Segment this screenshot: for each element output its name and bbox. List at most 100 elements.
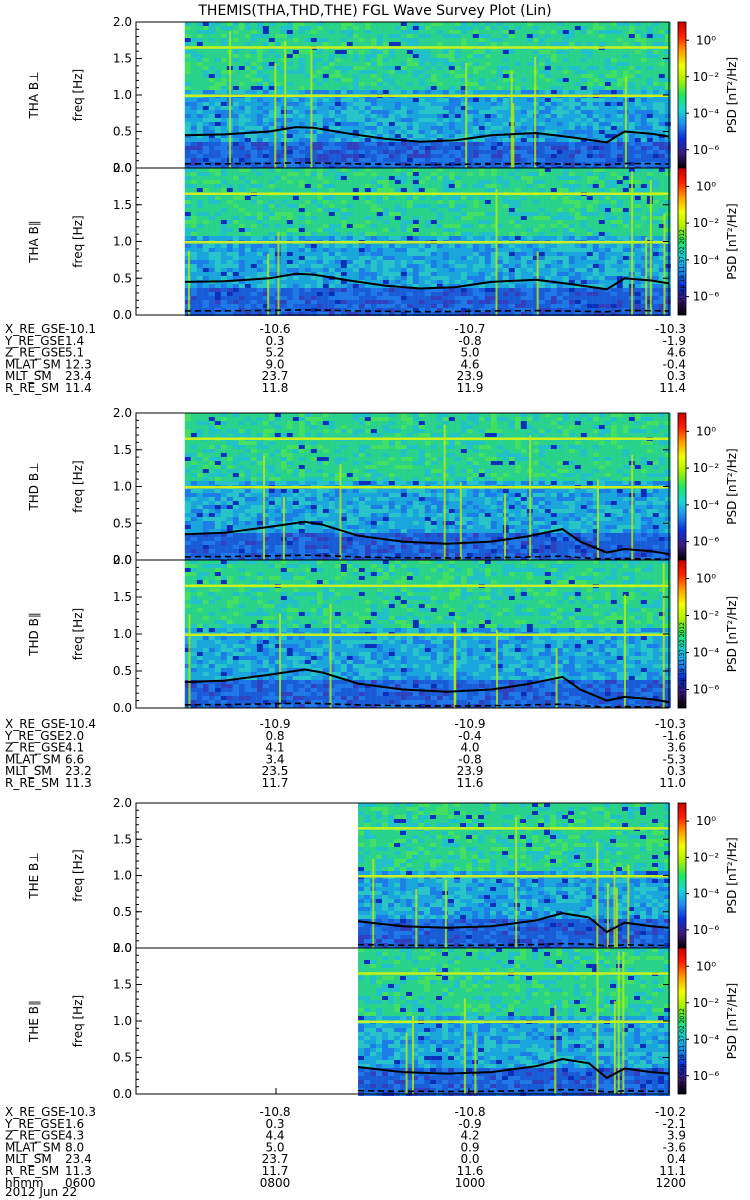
y-tick-label: 1.5: [113, 443, 132, 457]
ephemeris-value: -10.8: [454, 1105, 485, 1119]
ephemeris-value: 12.3: [65, 357, 92, 371]
ephemeris-value: -3.6: [663, 1140, 686, 1154]
ephemeris-row-label: R_RE_SM: [5, 1164, 59, 1178]
ephemeris-value: 0.3: [265, 1117, 284, 1131]
ephemeris-value: 0600: [65, 1176, 96, 1190]
spectrogram-panel: 2.0 1.5 1.0 0.5 0.0 THA B∥ freq [Hz] 10⁰ 10⁻² 10⁻…: [27, 161, 739, 322]
colorbar-tick-label: 10⁻²: [693, 996, 720, 1010]
y-tick-label: 1.0: [113, 480, 132, 494]
ephemeris-value: 11.3: [65, 776, 92, 790]
generation-stamp: Wed Sep 19 11:37:02 2012: [679, 229, 686, 311]
panels: 2.0 1.5 1.0 0.5 0.0 THA B⊥ freq [Hz] 10⁰ 10⁻² 10⁻…: [27, 15, 739, 1101]
ion-gyrofrequency-line: [184, 668, 670, 704]
spectrogram-panel: 2.0 1.5 1.0 0.5 0.0 THE B⊥ freq [Hz] 10⁰ 10⁻² 10⁻…: [27, 796, 739, 955]
colorbar-tick-label: 10⁻⁶: [693, 535, 720, 549]
ephemeris-value: -10.7: [454, 322, 485, 336]
ephemeris-value: 4.6: [667, 346, 686, 360]
y-axis-unit-label: freq [Hz]: [71, 69, 85, 121]
oxygen-gyrofrequency-line: [358, 1088, 670, 1093]
colorbar-tick-label: 10⁻⁶: [693, 683, 720, 697]
ephemeris-value: 4.2: [460, 1129, 479, 1143]
ephemeris-value: 1.6: [65, 1117, 84, 1131]
colorbar-tick-label: 10⁰: [696, 33, 716, 47]
y-tick-label: 1.0: [113, 869, 132, 883]
ephemeris-row-label: Y_RE_GSE: [4, 334, 65, 348]
y-tick-label: 0.0: [113, 701, 132, 715]
ephemeris-value: -5.3: [663, 752, 686, 766]
ephemeris-value: 11.0: [659, 776, 686, 790]
ion-gyrofrequency-line: [184, 272, 670, 291]
spectrogram-panel: 2.0 1.5 1.0 0.5 0.0 THE B∥ freq [Hz] 10⁰ 10⁻² 10⁻…: [27, 941, 739, 1101]
colorbar-tick-label: 10⁻⁴: [693, 498, 720, 512]
colorbar-label: PSD [nT²/Hz]: [725, 57, 739, 133]
colorbar: 10⁰ 10⁻² 10⁻⁴ 10⁻⁶ PSD [nT²/Hz]: [677, 802, 739, 949]
y-tick-label: 1.0: [113, 88, 132, 102]
ephemeris-row-label: R_RE_SM: [5, 776, 59, 790]
ephemeris-value: 0.3: [667, 369, 686, 383]
ephemeris-value: 11.4: [65, 381, 92, 395]
ephemeris-value: 11.6: [457, 1164, 484, 1178]
ephemeris-value: 4.3: [65, 1129, 84, 1143]
colorbar-label: PSD [nT²/Hz]: [725, 983, 739, 1059]
ephemeris-value: 5.2: [265, 346, 284, 360]
ephemeris-value: 0.8: [265, 729, 284, 743]
ephemeris-value: -10.4: [65, 717, 96, 731]
ephemeris-value: -1.6: [663, 729, 686, 743]
ephemeris-value: 0.3: [265, 334, 284, 348]
y-tick-label: 0.5: [113, 271, 132, 285]
ephemeris-value: -2.1: [663, 1117, 686, 1131]
ephemeris-value: -0.8: [458, 752, 481, 766]
colorbar-tick-label: 10⁻⁶: [693, 290, 720, 304]
colorbar-tick-label: 10⁻⁶: [693, 143, 720, 157]
ephemeris-value: 11.4: [659, 381, 686, 395]
ephemeris-row-label: X_RE_GSE: [5, 1105, 66, 1119]
y-axis-probe-label: THA B∥: [27, 220, 41, 264]
ephemeris-value: 11.9: [457, 381, 484, 395]
y-tick-label: 0.0: [113, 1087, 132, 1101]
ephemeris-value: 11.3: [65, 1164, 92, 1178]
ephemeris-value: -0.4: [663, 357, 686, 371]
colorbar-tick-label: 10⁻⁶: [693, 923, 720, 937]
y-tick-label: 1.0: [113, 1014, 132, 1028]
y-tick-label: 0.0: [113, 553, 132, 567]
ephemeris-row-label: MLAT_SM: [5, 1140, 61, 1154]
y-axis-probe-label: THE B⊥: [27, 852, 41, 899]
ephemeris-value: 3.9: [667, 1129, 686, 1143]
y-tick-label: 1.0: [113, 235, 132, 249]
ephemeris-value: 11.8: [262, 381, 289, 395]
spectrogram-panel: 2.0 1.5 1.0 0.5 0.0 THD B⊥ freq [Hz] 10⁰ 10⁻² 10⁻…: [27, 406, 739, 567]
colorbar-tick-label: 10⁻⁴: [693, 253, 720, 267]
y-tick-label: 0.5: [113, 1051, 132, 1065]
ion-gyrofrequency-line: [357, 1057, 670, 1080]
ephemeris-value: 6.6: [65, 752, 84, 766]
y-tick-label: 0.5: [113, 125, 132, 139]
ephemeris-value: 11.1: [659, 1164, 686, 1178]
ephemeris-value: -10.9: [259, 717, 290, 731]
spectrogram-panel: 2.0 1.5 1.0 0.5 0.0 THA B⊥ freq [Hz] 10⁰ 10⁻² 10⁻…: [27, 15, 739, 175]
date-label: 2012 Jun 22: [5, 1185, 77, 1199]
y-axis-unit-label: freq [Hz]: [71, 608, 85, 660]
ephemeris-value: 5.0: [265, 1140, 284, 1154]
ephemeris-value: 23.9: [457, 764, 484, 778]
ephemeris-value: -10.1: [65, 322, 96, 336]
ephemeris-value: 5.1: [65, 346, 84, 360]
ephemeris-value: 3.4: [265, 752, 284, 766]
ephemeris-table: X_RE_GSE -10.4 -10.9 -10.9 -10.3 Y_RE_GSE 2.0 0…: [4, 702, 686, 790]
ephemeris-value: -10.6: [259, 322, 290, 336]
colorbar-label: PSD [nT²/Hz]: [725, 837, 739, 913]
ephemeris-value: -0.8: [458, 334, 481, 348]
colorbar-label: PSD [nT²/Hz]: [725, 203, 739, 279]
ephemeris-value: 4.0: [460, 741, 479, 755]
colorbar-tick-label: 10⁻⁴: [693, 1032, 720, 1046]
ephemeris-row-label: Y_RE_GSE: [4, 729, 65, 743]
y-axis-probe-label: THD B⊥: [27, 462, 41, 511]
ephemeris-value: -10.3: [655, 322, 686, 336]
ephemeris-table: X_RE_GSE -10.3 -10.8 -10.8 -10.2 Y_RE_GSE 1.6 0…: [4, 1088, 686, 1190]
ephemeris-value: 4.1: [265, 741, 284, 755]
ephemeris-row-label: X_RE_GSE: [5, 717, 66, 731]
generation-stamp: Wed Sep 19 11:37:02 2012: [679, 1008, 686, 1090]
ephemeris-value: 11.7: [262, 1164, 289, 1178]
ephemeris-row-label: MLT_SM: [5, 369, 52, 383]
ephemeris-value: 2.0: [65, 729, 84, 743]
ephemeris-row-label: MLT_SM: [5, 1152, 52, 1166]
